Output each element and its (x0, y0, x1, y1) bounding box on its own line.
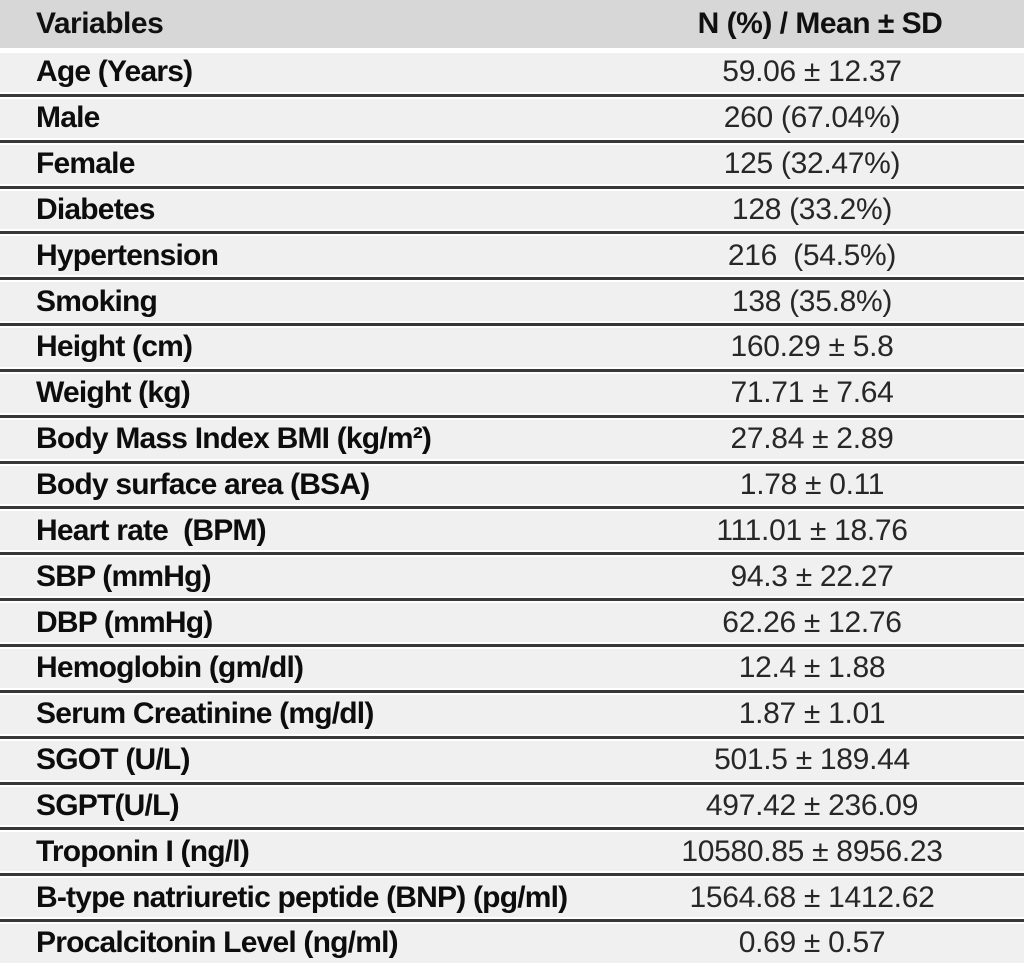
row-separator (0, 458, 1024, 466)
table-row: SBP (mmHg) 94.3 ± 22.27 (0, 557, 1024, 597)
row-separator (0, 183, 1024, 191)
variable-value: 10580.85 ± 8956.23 (681, 834, 943, 868)
variable-label: Serum Creatinine (mg/dl) (36, 697, 374, 731)
row-separator (0, 779, 1024, 787)
column-header-n-mean-sd: N (%) / Mean ± SD (697, 7, 943, 40)
row-separator (0, 321, 1024, 329)
variable-value: 12.4 ± 1.88 (738, 651, 886, 685)
variable-label: SBP (mmHg) (36, 559, 212, 593)
variable-label: Body Mass Index BMI (kg/m²) (36, 422, 432, 456)
row-separator (0, 366, 1024, 374)
variable-label: Smoking (36, 284, 158, 318)
table-row: Weight (kg) 71.71 ± 7.64 (0, 373, 1024, 413)
row-separator (0, 275, 1024, 283)
row-separator (0, 412, 1024, 420)
row-separator (0, 596, 1024, 604)
row-separator (0, 550, 1024, 558)
variable-label: Female (36, 147, 135, 181)
row-separator (0, 137, 1024, 145)
variable-value: 216 (54.5%) (727, 238, 897, 272)
variable-label: Body surface area (BSA) (36, 468, 370, 502)
table-row: Age (Years) 59.06 ± 12.37 (0, 53, 1024, 92)
variable-value: 59.06 ± 12.37 (722, 55, 902, 89)
table-row: Serum Creatinine (mg/dl) 1.87 ± 1.01 (0, 694, 1024, 734)
table-row: Body surface area (BSA) 1.78 ± 0.11 (0, 465, 1024, 505)
table-row: Height (cm) 160.29 ± 5.8 (0, 328, 1024, 367)
variable-label: SGOT (U/L) (36, 743, 190, 777)
row-separator (0, 917, 1024, 925)
row-separator (0, 825, 1024, 833)
variable-value: 138 (35.8%) (731, 284, 893, 318)
row-separator (0, 641, 1024, 649)
table-row: Body Mass Index BMI (kg/m²) 27.84 ± 2.89 (0, 419, 1024, 459)
variable-label: SGPT(U/L) (36, 788, 180, 822)
variable-value: 111.01 ± 18.76 (716, 513, 908, 547)
table-row: Procalcitonin Level (ng/ml) 0.69 ± 0.57 (0, 924, 1024, 963)
variable-label: B-type natriuretic peptide (BNP) (pg/ml) (36, 880, 568, 914)
variable-value: 125 (32.47%) (723, 147, 901, 181)
row-separator (0, 229, 1024, 237)
row-separator (0, 504, 1024, 512)
row-separator (0, 733, 1024, 741)
variable-label: Procalcitonin Level (ng/ml) (36, 926, 399, 960)
row-separator (0, 687, 1024, 695)
variable-label: Height (cm) (36, 330, 193, 364)
table-row: Heart rate (BPM) 111.01 ± 18.76 (0, 511, 1024, 551)
table-row: DBP (mmHg) 62.26 ± 12.76 (0, 603, 1024, 642)
table-body: Age (Years) 59.06 ± 12.37 Male 260 (67.0… (0, 53, 1024, 963)
column-header-variables: Variables (36, 7, 164, 40)
table-row: Female 125 (32.47%) (0, 144, 1024, 184)
variable-label: Hypertension (36, 238, 219, 272)
variable-value: 501.5 ± 189.44 (714, 743, 910, 777)
variable-value: 1.87 ± 1.01 (738, 697, 886, 731)
variable-label: Diabetes (36, 192, 155, 226)
table-row: Smoking 138 (35.8%) (0, 282, 1024, 322)
variable-value: 128 (33.2%) (731, 192, 893, 226)
variable-label: Troponin I (ng/l) (36, 834, 250, 868)
variable-value: 497.42 ± 236.09 (705, 788, 919, 822)
variable-value: 71.71 ± 7.64 (730, 376, 894, 410)
table-row: SGOT (U/L) 501.5 ± 189.44 (0, 740, 1024, 780)
table-row: B-type natriuretic peptide (BNP) (pg/ml)… (0, 878, 1024, 918)
variable-value: 27.84 ± 2.89 (730, 422, 894, 456)
variable-value: 0.69 ± 0.57 (738, 926, 886, 960)
variable-value: 260 (67.04%) (723, 101, 901, 135)
variable-value: 160.29 ± 5.8 (730, 330, 894, 364)
table-row: Troponin I (ng/l) 10580.85 ± 8956.23 (0, 832, 1024, 872)
table-row: SGPT(U/L) 497.42 ± 236.09 (0, 786, 1024, 826)
variable-label: Male (36, 101, 100, 135)
variable-label: Hemoglobin (gm/dl) (36, 651, 304, 685)
table-row: Male 260 (67.04%) (0, 98, 1024, 138)
variable-label: Heart rate (BPM) (36, 513, 267, 547)
variable-value: 62.26 ± 12.76 (722, 605, 902, 639)
table-row: Diabetes 128 (33.2%) (0, 190, 1024, 230)
variable-label: DBP (mmHg) (36, 605, 213, 639)
variable-value: 1.78 ± 0.11 (739, 468, 885, 502)
variable-value: 94.3 ± 22.27 (730, 559, 894, 593)
row-separator (0, 871, 1024, 879)
variable-label: Weight (kg) (36, 376, 191, 410)
variable-value: 1564.68 ± 1412.62 (689, 880, 935, 914)
table-row: Hypertension 216 (54.5%) (0, 236, 1024, 276)
row-separator (0, 91, 1024, 99)
variable-label: Age (Years) (36, 55, 193, 89)
table-header-row: Variables N (%) / Mean ± SD (0, 0, 1024, 48)
table-row: Hemoglobin (gm/dl) 12.4 ± 1.88 (0, 648, 1024, 688)
